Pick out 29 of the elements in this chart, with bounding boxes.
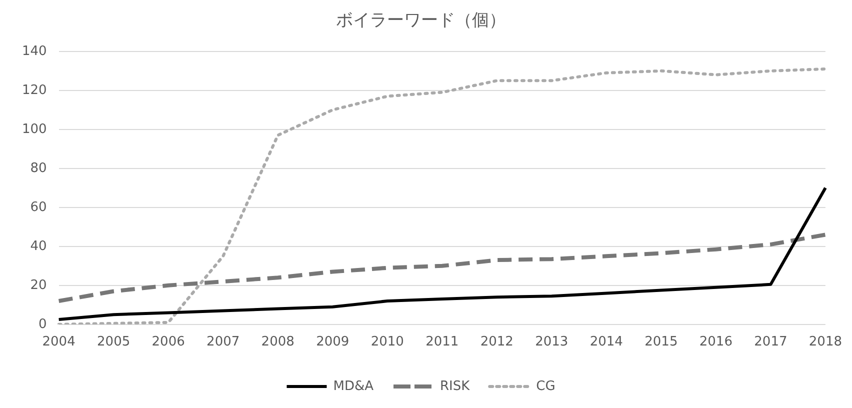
y-tick-label: 40: [30, 238, 47, 254]
x-tick-label: 2016: [699, 334, 732, 350]
legend-label: CG: [536, 378, 556, 394]
x-tick-label: 2015: [644, 334, 678, 350]
y-tick-label: 0: [38, 316, 47, 332]
chart-title: ボイラーワード（個）: [336, 10, 506, 31]
legend-label: MD&A: [333, 378, 374, 394]
legend-label: RISK: [440, 378, 470, 394]
line-series: [56, 232, 828, 303]
x-tick-label: 2017: [754, 334, 788, 350]
x-tick-label: 2011: [426, 334, 459, 350]
y-tick-label: 80: [30, 160, 47, 176]
y-tick-label: 120: [22, 82, 47, 98]
x-tick-label: 2005: [97, 334, 130, 350]
x-tick-label: 2008: [261, 334, 294, 350]
y-tick-label: 20: [30, 278, 47, 293]
x-tick-label: 2014: [590, 334, 623, 350]
y-tick-label: 100: [22, 122, 47, 137]
line-series: [57, 67, 827, 324]
x-tick-label: 2018: [808, 334, 842, 350]
x-tick-label: 2012: [480, 334, 514, 350]
x-tick-label: 2004: [42, 334, 76, 350]
x-tick-label: 2007: [206, 334, 240, 350]
y-tick-label: 60: [30, 200, 47, 215]
x-tick-label: 2010: [370, 334, 404, 350]
x-tick-label: 2006: [152, 334, 185, 350]
x-tick-label: 2013: [535, 334, 568, 350]
y-tick-label: 140: [22, 44, 47, 59]
x-tick-label: 2009: [316, 334, 350, 350]
